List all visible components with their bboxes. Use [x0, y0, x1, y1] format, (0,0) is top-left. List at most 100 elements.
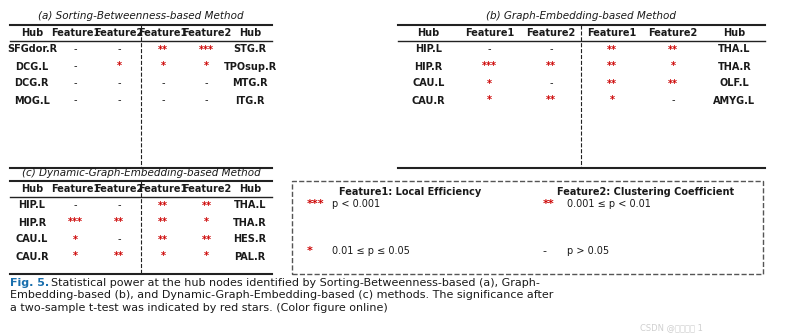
Text: TPOsup.R: TPOsup.R	[223, 61, 277, 72]
Text: ITG.R: ITG.R	[235, 95, 265, 106]
Text: Feature2: Feature2	[182, 184, 231, 194]
Text: HIP.R: HIP.R	[17, 217, 46, 227]
Text: OLF.L: OLF.L	[720, 79, 750, 88]
Text: -: -	[118, 79, 121, 88]
Text: DCG.R: DCG.R	[14, 79, 49, 88]
Text: Feature2: Feature2	[182, 28, 231, 38]
Text: *: *	[204, 252, 209, 261]
Text: AMYG.L: AMYG.L	[713, 95, 756, 106]
Text: -: -	[205, 95, 208, 106]
Text: Hub: Hub	[21, 184, 43, 194]
Text: *: *	[73, 235, 78, 245]
Text: Feature2: Clustering Coefficient: Feature2: Clustering Coefficient	[557, 187, 734, 197]
Text: -: -	[671, 95, 675, 106]
Text: *: *	[488, 79, 492, 88]
Text: (b) Graph-Embedding-based Method: (b) Graph-Embedding-based Method	[487, 11, 676, 21]
Text: ***: ***	[68, 217, 83, 227]
Text: CAU.L: CAU.L	[413, 79, 445, 88]
Text: ***: ***	[199, 44, 214, 54]
Text: DCG.L: DCG.L	[15, 61, 48, 72]
Text: **: **	[158, 44, 168, 54]
Text: SFGdor.R: SFGdor.R	[7, 44, 57, 54]
Text: -: -	[118, 235, 121, 245]
Text: Feature2: Feature2	[649, 28, 698, 38]
Text: **: **	[201, 201, 211, 210]
Text: 0.001 ≤ p < 0.01: 0.001 ≤ p < 0.01	[567, 199, 652, 209]
Text: 0.01 ≤ p ≤ 0.05: 0.01 ≤ p ≤ 0.05	[332, 246, 409, 256]
Text: **: **	[607, 44, 617, 54]
Text: -: -	[73, 44, 77, 54]
Text: THA.L: THA.L	[234, 201, 267, 210]
Text: *: *	[160, 61, 166, 72]
Text: STG.R: STG.R	[234, 44, 267, 54]
Text: THA.R: THA.R	[234, 217, 267, 227]
Text: *: *	[73, 252, 78, 261]
Text: Hub: Hub	[724, 28, 746, 38]
Text: *: *	[610, 95, 615, 106]
Text: -: -	[205, 79, 208, 88]
Text: THA.L: THA.L	[718, 44, 750, 54]
Text: Feature2: Feature2	[95, 28, 144, 38]
Text: *: *	[204, 61, 209, 72]
Text: CAU.L: CAU.L	[16, 235, 48, 245]
Text: **: **	[201, 235, 211, 245]
Text: -: -	[161, 79, 165, 88]
Text: **: **	[158, 217, 168, 227]
Text: *: *	[117, 61, 122, 72]
Text: Feature1: Feature1	[50, 184, 100, 194]
Text: Feature1: Feature1	[138, 28, 188, 38]
Text: HIP.L: HIP.L	[18, 201, 45, 210]
Text: **: **	[546, 95, 556, 106]
Text: Hub: Hub	[239, 184, 261, 194]
Text: -: -	[543, 246, 547, 256]
Text: HIP.R: HIP.R	[414, 61, 443, 72]
Text: -: -	[73, 95, 77, 106]
Text: Feature1: Feature1	[50, 28, 100, 38]
Text: a two-sample t-test was indicated by red stars. (Color figure online): a two-sample t-test was indicated by red…	[10, 303, 387, 313]
Text: ***: ***	[482, 61, 497, 72]
Text: -: -	[73, 61, 77, 72]
Text: Feature2: Feature2	[95, 184, 144, 194]
Text: Fig. 5.: Fig. 5.	[10, 278, 49, 288]
Text: -: -	[118, 201, 121, 210]
Text: Feature2: Feature2	[526, 28, 575, 38]
Text: Hub: Hub	[21, 28, 43, 38]
Text: Feature1: Local Efficiency: Feature1: Local Efficiency	[338, 187, 481, 197]
Text: **: **	[607, 61, 617, 72]
Text: *: *	[160, 252, 166, 261]
Text: MTG.R: MTG.R	[232, 79, 268, 88]
Text: **: **	[158, 201, 168, 210]
Text: -: -	[549, 44, 552, 54]
Text: **: **	[668, 44, 679, 54]
Text: PAL.R: PAL.R	[234, 252, 266, 261]
Text: (a) Sorting-Betweenness-based Method: (a) Sorting-Betweenness-based Method	[38, 11, 244, 21]
Text: p < 0.001: p < 0.001	[332, 199, 380, 209]
Text: Feature1: Feature1	[138, 184, 188, 194]
Text: ***: ***	[307, 199, 324, 209]
Bar	[292, 181, 763, 274]
Text: *: *	[488, 95, 492, 106]
Text: **: **	[546, 61, 556, 72]
Text: Feature1: Feature1	[588, 28, 637, 38]
Text: *: *	[307, 246, 313, 256]
Text: CSDN @小杨小杨 1: CSDN @小杨小杨 1	[640, 324, 703, 333]
Text: -: -	[488, 44, 492, 54]
Text: Embedding-based (b), and Dynamic-Graph-Embedding-based (c) methods. The signific: Embedding-based (b), and Dynamic-Graph-E…	[10, 291, 553, 300]
Text: (c) Dynamic-Graph-Embedding-based Method: (c) Dynamic-Graph-Embedding-based Method	[21, 168, 260, 178]
Text: THA.R: THA.R	[717, 61, 751, 72]
Text: *: *	[671, 61, 675, 72]
Text: **: **	[158, 235, 168, 245]
Text: -: -	[549, 79, 552, 88]
Text: Feature1: Feature1	[466, 28, 514, 38]
Text: Hub: Hub	[239, 28, 261, 38]
Text: **: **	[114, 252, 124, 261]
Text: MOG.L: MOG.L	[14, 95, 50, 106]
Text: HIP.L: HIP.L	[415, 44, 442, 54]
Text: p > 0.05: p > 0.05	[567, 246, 610, 256]
Text: Hub: Hub	[417, 28, 439, 38]
Text: **: **	[668, 79, 679, 88]
Text: CAU.R: CAU.R	[15, 252, 49, 261]
Text: Statistical power at the hub nodes identified by Sorting-Betweenness-based (a), : Statistical power at the hub nodes ident…	[44, 278, 540, 288]
Text: **: **	[543, 199, 554, 209]
Text: *: *	[204, 217, 209, 227]
